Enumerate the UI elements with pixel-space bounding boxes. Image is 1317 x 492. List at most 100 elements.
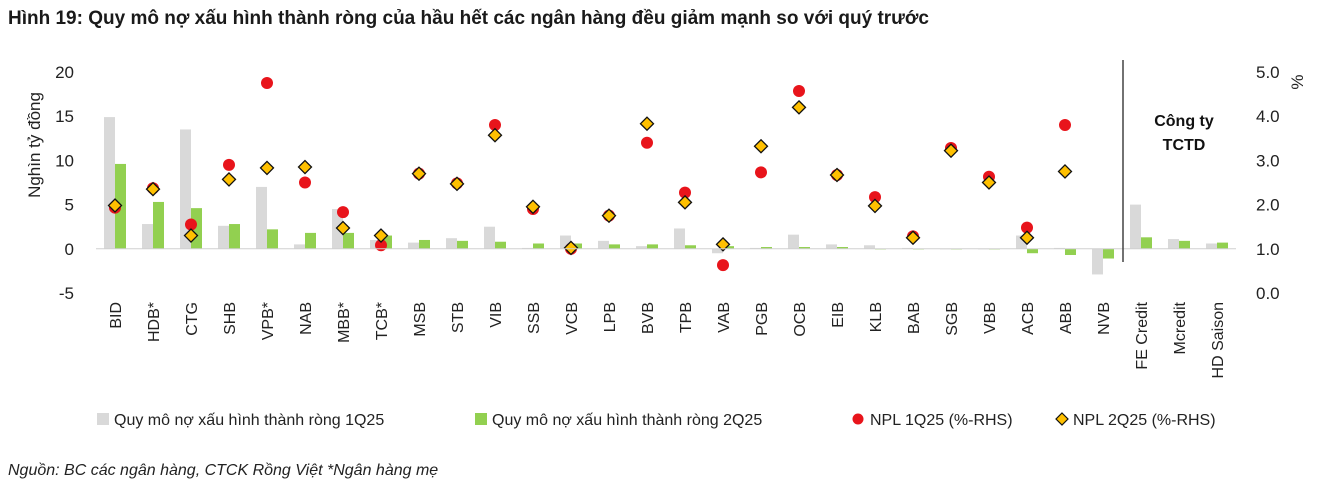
category-label: MBB*: [336, 302, 353, 343]
category-label: SSB: [526, 302, 543, 334]
bar-2q25-pgb: [761, 247, 772, 249]
bar-2q25-vab: [723, 246, 734, 249]
category-label: OCB: [792, 302, 809, 337]
npl-2q25-point: [183, 228, 199, 243]
legend-label-npl-q1: NPL 1Q25 (%-RHS): [870, 412, 1013, 429]
bar-1q25-hdsaison: [1206, 243, 1217, 249]
bar-1q25-vib: [484, 226, 495, 249]
npl-1q25-point: [793, 85, 805, 98]
y2-tick-label: 4.0: [1256, 107, 1280, 126]
npl-2q25-point: [145, 181, 161, 197]
legend-swatch-q2: [475, 413, 487, 425]
bar-2q25-abb: [1065, 248, 1076, 255]
npl-1q25-point: [679, 186, 691, 199]
bar-2q25-vib: [495, 241, 506, 249]
npl-2q25-point: [943, 143, 959, 159]
y-tick-label: 20: [55, 63, 74, 82]
bar-2q25-hdsaison: [1217, 242, 1228, 249]
category-label: NAB: [298, 302, 315, 335]
npl-1q25-point: [1021, 221, 1033, 234]
npl-2q25-point: [373, 228, 389, 243]
bar-2q25-acb: [1027, 248, 1038, 254]
bar-1q25-shb: [218, 225, 229, 249]
npl-1q25-point: [869, 191, 881, 204]
category-label: ABB: [1058, 302, 1075, 334]
npl-1q25-point: [641, 136, 653, 149]
bar-1q25-bvb: [636, 246, 647, 249]
bar-2q25-vpb: [267, 229, 278, 249]
y2-tick-label: 1.0: [1256, 240, 1280, 259]
npl-2q25-point: [1057, 164, 1073, 179]
y2-tick-label: 5.0: [1256, 63, 1280, 82]
category-label: STB: [450, 302, 467, 333]
y-tick-label: 5: [65, 196, 74, 215]
legend-marker-npl-q2: [1055, 412, 1069, 426]
legend-marker-npl-q1: [852, 413, 864, 425]
category-label: LPB: [602, 302, 619, 332]
bar-1q25-klb: [864, 245, 875, 249]
bar-2q25-lpb: [609, 244, 620, 249]
bar-1q25-tpb: [674, 228, 685, 249]
npl-2q25-point: [791, 99, 807, 115]
npl-2q25-point: [677, 194, 693, 210]
npl-2q25-point: [449, 176, 465, 192]
npl-2q25-point: [525, 199, 541, 215]
bar-2q25-tpb: [685, 245, 696, 249]
category-label: BID: [108, 302, 125, 329]
bar-2q25-hdb: [153, 201, 164, 249]
npl-1q25-point: [337, 206, 349, 219]
annotation-line-2: TCTD: [1163, 137, 1206, 154]
bar-2q25-mcredit: [1179, 240, 1190, 249]
npl-1q25-point: [261, 77, 273, 90]
category-label: HDB*: [146, 302, 163, 342]
npl-1q25-point: [185, 218, 197, 231]
category-label: CTG: [184, 302, 201, 336]
bar-2q25-fecredit: [1141, 237, 1152, 249]
npl-2q25-point: [221, 171, 237, 187]
legend-label-npl-q2: NPL 2Q25 (%-RHS): [1073, 412, 1216, 429]
y2-axis-label: %: [1288, 74, 1307, 89]
category-label: VPB*: [260, 302, 277, 340]
npl-2q25-point: [335, 220, 351, 236]
npl-2q25-point: [753, 138, 769, 154]
bar-1q25-nab: [294, 244, 305, 249]
bar-2q25-mbb: [343, 232, 354, 249]
npl-1q25-point: [489, 119, 501, 132]
bar-1q25-msb: [408, 242, 419, 249]
bar-1q25-ocb: [788, 234, 799, 249]
bar-2q25-tcb: [381, 235, 392, 249]
bar-1q25-lpb: [598, 240, 609, 249]
bar-1q25-hdb: [142, 224, 153, 249]
chart-title: Hình 19: Quy mô nợ xấu hình thành ròng c…: [8, 8, 929, 29]
legend-label-q1: Quy mô nợ xấu hình thành ròng 1Q25: [114, 412, 384, 429]
npl-2q25-point: [259, 160, 275, 176]
category-label: NVB: [1096, 302, 1113, 335]
category-label: BVB: [640, 302, 657, 334]
bar-1q25-vcb: [560, 235, 571, 249]
bar-1q25-nvb: [1092, 248, 1103, 275]
category-label: VBB: [982, 302, 999, 334]
npl-2q25-point: [601, 208, 617, 224]
y2-tick-label: 3.0: [1256, 151, 1280, 170]
bar-2q25-shb: [229, 224, 240, 249]
category-label: ACB: [1020, 302, 1037, 335]
npl-2q25-point: [1019, 230, 1035, 246]
category-label: FE Credit: [1134, 301, 1151, 369]
npl-2q25-point: [829, 167, 845, 183]
category-label: VIB: [488, 302, 505, 328]
legend-label-q2: Quy mô nợ xấu hình thành ròng 2Q25: [492, 412, 762, 429]
y-tick-label: 15: [55, 107, 74, 126]
category-label: VCB: [564, 302, 581, 335]
bar-2q25-nvb: [1103, 248, 1114, 259]
category-label: Mcredit: [1172, 301, 1189, 354]
y-axis-label: Nghìn tỷ đồng: [25, 92, 44, 198]
bar-2q25-msb: [419, 239, 430, 249]
bar-1q25-fecredit: [1130, 204, 1141, 249]
bar-2q25-stb: [457, 240, 468, 249]
annotation-line-1: Công ty: [1154, 113, 1214, 130]
npl-2q25-point: [563, 240, 579, 256]
npl-1q25-point: [299, 176, 311, 189]
legend: Quy mô nợ xấu hình thành ròng 1Q25 Quy m…: [97, 412, 1216, 429]
source-note: Nguồn: BC các ngân hàng, CTCK Rồng Việt …: [8, 462, 439, 479]
